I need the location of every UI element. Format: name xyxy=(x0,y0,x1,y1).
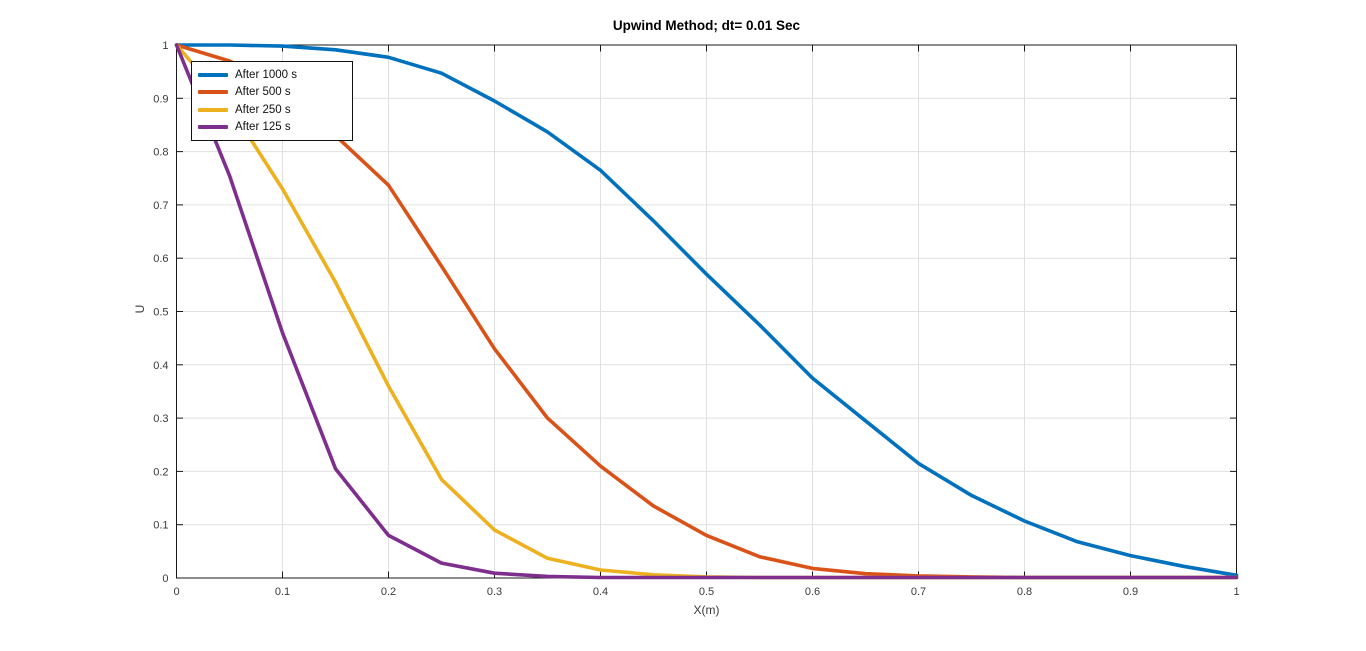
y-tick-label: 0.3 xyxy=(153,413,168,425)
x-tick-label: 0.6 xyxy=(805,586,820,598)
y-tick-label: 0.8 xyxy=(153,147,168,159)
y-tick-label: 0.1 xyxy=(153,520,168,532)
x-tick-label: 1 xyxy=(1233,586,1239,598)
legend-label: After 500 s xyxy=(235,86,291,99)
y-tick-label: 0.6 xyxy=(153,253,168,265)
y-tick-label: 0.9 xyxy=(153,93,168,105)
y-tick-label: 1 xyxy=(162,40,168,52)
x-tick-label: 0.2 xyxy=(381,586,396,598)
x-tick-label: 0.7 xyxy=(911,586,926,598)
y-tick-label: 0.7 xyxy=(153,200,168,212)
legend: After 1000 s After 500 s After 250 s After … xyxy=(191,61,353,141)
chart-title: Upwind Method; dt= 0.01 Sec xyxy=(612,18,801,33)
x-tick-label: 0 xyxy=(173,586,179,598)
x-tick-label: 0.1 xyxy=(275,586,290,598)
y-tick-label: 0.2 xyxy=(153,466,168,478)
x-tick-label: 0.5 xyxy=(699,586,714,598)
legend-line-swatch xyxy=(198,72,228,77)
x-axis-label: X(m) xyxy=(693,603,720,617)
x-tick-label: 0.8 xyxy=(1017,586,1032,598)
legend-item: After 500 s xyxy=(198,84,346,102)
x-tick-label: 0.4 xyxy=(593,586,608,598)
y-tick-label: 0.4 xyxy=(153,360,168,372)
legend-line-swatch xyxy=(198,90,228,95)
y-tick-label: 0 xyxy=(162,573,168,585)
series-line xyxy=(174,43,1239,578)
legend-item: After 125 s xyxy=(198,119,346,137)
legend-label: After 1000 s xyxy=(235,68,298,81)
legend-line-swatch xyxy=(198,107,228,112)
series-line xyxy=(174,43,1239,580)
x-tick-label: 0.3 xyxy=(487,586,502,598)
legend-label: After 250 s xyxy=(235,103,291,116)
y-axis-label: U xyxy=(133,304,147,314)
legend-item: After 1000 s xyxy=(198,66,346,84)
legend-item: After 250 s xyxy=(198,101,346,119)
legend-label: After 125 s xyxy=(235,121,291,134)
legend-line-swatch xyxy=(198,125,228,130)
x-tick-label: 0.9 xyxy=(1123,586,1138,598)
y-tick-label: 0.5 xyxy=(153,307,168,319)
